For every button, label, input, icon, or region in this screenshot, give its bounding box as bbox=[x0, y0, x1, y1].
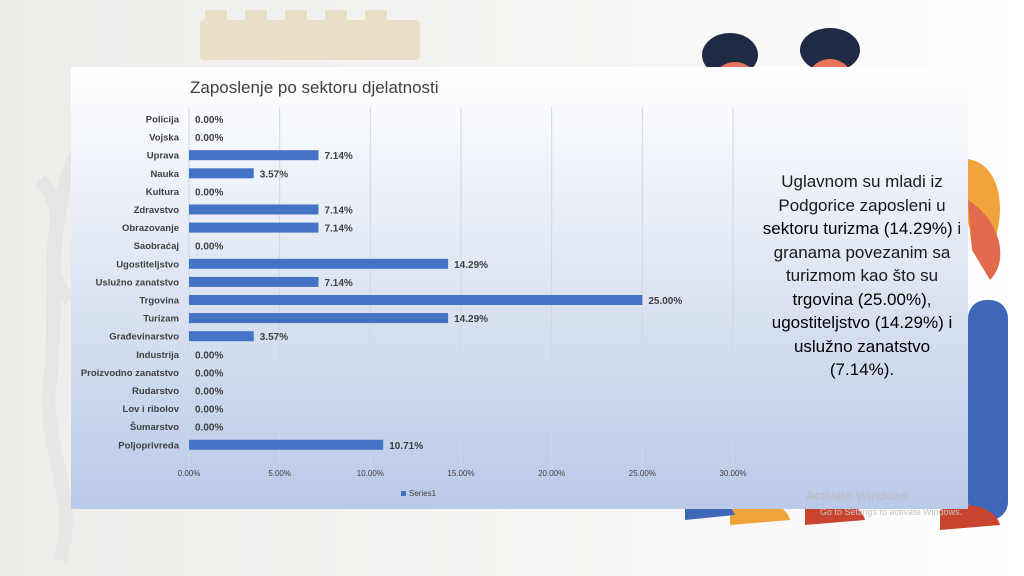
x-tick-label: 10.00% bbox=[357, 469, 384, 478]
x-tick-label: 15.00% bbox=[447, 469, 474, 478]
data-label: 3.57% bbox=[260, 169, 288, 180]
data-label: 14.29% bbox=[454, 314, 488, 325]
data-label: 0.00% bbox=[195, 368, 223, 379]
bar bbox=[189, 276, 319, 287]
bar bbox=[189, 222, 319, 233]
category-label: Saobraćaj bbox=[134, 241, 179, 252]
category-label: Lov i ribolov bbox=[123, 404, 180, 415]
data-label: 0.00% bbox=[195, 187, 223, 198]
summary-text-part-2: i granama povezanim sa turizmom kao što … bbox=[773, 219, 962, 285]
data-label: 0.00% bbox=[195, 133, 223, 144]
bar bbox=[189, 150, 319, 161]
activate-windows-watermark: Activate Windows bbox=[806, 488, 909, 503]
summary-text-highlight-1: sektoru turizma (14.29%) bbox=[762, 219, 953, 238]
category-label: Policija bbox=[146, 115, 180, 126]
summary-text: Uglavnom su mladi iz Podgorice zaposleni… bbox=[762, 170, 962, 382]
city-emblem-background bbox=[34, 10, 420, 563]
bar bbox=[189, 168, 254, 179]
summary-text-highlight-2: trgovina (25.00%), ugostiteljstvo (14.29… bbox=[771, 289, 953, 380]
category-label: Turizam bbox=[143, 314, 179, 325]
category-label: Nauka bbox=[150, 169, 179, 180]
bar bbox=[189, 295, 643, 305]
category-label: Ugostiteljstvo bbox=[116, 259, 179, 270]
category-label: Uslužno zanatstvo bbox=[96, 277, 180, 288]
x-tick-label: 25.00% bbox=[629, 469, 656, 478]
data-label: 14.29% bbox=[454, 260, 488, 271]
category-label: Vojska bbox=[149, 133, 180, 144]
category-label: Uprava bbox=[147, 151, 180, 162]
category-label: Trgovina bbox=[139, 296, 179, 307]
data-label: 0.00% bbox=[195, 387, 223, 398]
activate-windows-subtitle: Go to Settings to activate Windows. bbox=[820, 507, 963, 517]
category-label: Rudarstvo bbox=[132, 386, 179, 397]
legend-label: Series1 bbox=[409, 489, 437, 498]
data-label: 7.14% bbox=[324, 278, 352, 289]
bar bbox=[189, 204, 319, 215]
data-label: 0.00% bbox=[195, 405, 223, 416]
category-label: Poljoprivreda bbox=[118, 440, 179, 451]
category-label: Građevinarstvo bbox=[109, 332, 179, 343]
data-label: 25.00% bbox=[648, 296, 682, 307]
summary-text-part-1: Uglavnom su mladi iz Podgorice zaposleni… bbox=[778, 172, 946, 215]
chart-title: Zaposlenje po sektoru djelatnosti bbox=[190, 78, 439, 97]
category-label: Proizvodno zanatstvo bbox=[81, 368, 179, 379]
x-tick-label: 20.00% bbox=[538, 469, 565, 478]
x-tick-label: 30.00% bbox=[719, 469, 746, 478]
data-label: 0.00% bbox=[195, 115, 223, 126]
data-label: 7.14% bbox=[324, 224, 352, 235]
data-label: 0.00% bbox=[195, 242, 223, 253]
bar-chart: 0.00% 5.00% 10.00% 15.00% 20.00% 25.00% 30.00%… bbox=[81, 107, 747, 498]
category-label: Industrija bbox=[136, 350, 179, 361]
data-label: 0.00% bbox=[195, 423, 223, 434]
data-label: 0.00% bbox=[195, 350, 223, 361]
x-tick-label: 0.00% bbox=[178, 469, 201, 478]
x-tick-label: 5.00% bbox=[268, 469, 291, 478]
bar bbox=[189, 331, 254, 342]
data-label: 10.71% bbox=[389, 441, 423, 452]
data-label: 3.57% bbox=[260, 332, 288, 343]
legend-swatch bbox=[401, 491, 406, 496]
category-label: Šumarstvo bbox=[130, 421, 179, 433]
category-label: Kultura bbox=[146, 187, 180, 198]
category-label: Zdravstvo bbox=[134, 205, 180, 216]
bar bbox=[189, 439, 384, 450]
bar bbox=[189, 313, 449, 324]
data-label: 7.14% bbox=[324, 206, 352, 217]
data-label: 7.14% bbox=[324, 151, 352, 162]
chart-panel: 0.00% 5.00% 10.00% 15.00% 20.00% 25.00% 30.00%… bbox=[71, 67, 968, 509]
bar bbox=[189, 258, 449, 269]
category-label: Obrazovanje bbox=[122, 223, 179, 234]
